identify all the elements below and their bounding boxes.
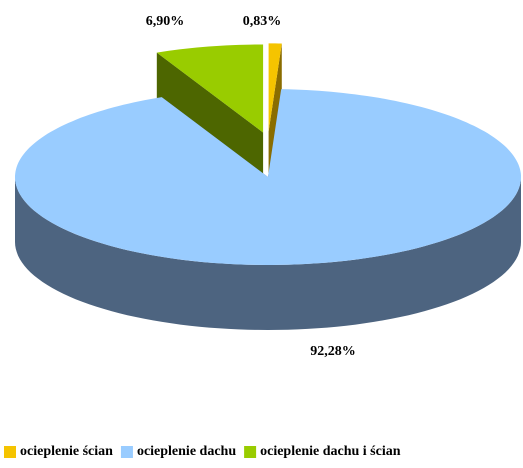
legend-label: ocieplenie ścian — [20, 444, 113, 459]
data-label: 6,90% — [146, 14, 185, 29]
legend-label: ocieplenie dachu i ścian — [260, 444, 401, 459]
legend-swatch — [4, 446, 16, 458]
slice — [156, 44, 264, 133]
slice — [15, 89, 521, 265]
legend-swatch — [120, 446, 133, 458]
data-label: 92,28% — [310, 344, 356, 359]
legend-label: ocieplenie dachu — [137, 444, 236, 459]
data-label: 0,83% — [243, 14, 282, 29]
legend-swatch — [244, 446, 257, 458]
slice-rim — [15, 177, 521, 330]
slice — [268, 43, 282, 132]
